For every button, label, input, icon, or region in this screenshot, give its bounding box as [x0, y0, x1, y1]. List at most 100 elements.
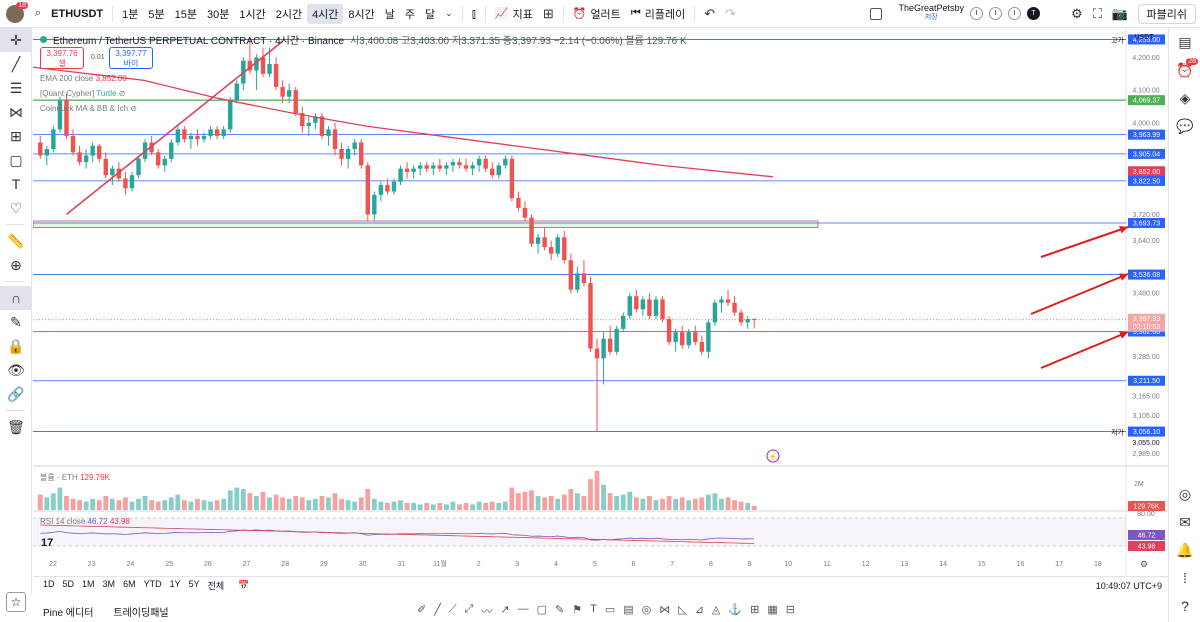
range-2[interactable]: 1M — [82, 579, 95, 589]
pine-editor-tab[interactable]: Pine 에디터 — [43, 607, 94, 619]
path-icon[interactable]: 〰 — [481, 606, 493, 618]
range-4[interactable]: 6M — [123, 579, 136, 589]
watchlist-icon[interactable]: ▤ — [1178, 33, 1192, 50]
line-icon[interactable]: ╱ — [434, 604, 441, 616]
buy-button[interactable]: 3,397.77 바이 — [109, 47, 153, 69]
shapes-icon[interactable]: ▢ — [9, 151, 23, 168]
text-icon[interactable]: T — [11, 176, 21, 192]
quick-button-1[interactable]: I — [970, 7, 983, 20]
alerts-button[interactable]: ⏰ 얼러트 — [568, 4, 626, 24]
symbol-search[interactable]: ETHUSDT — [51, 7, 104, 20]
search-icon[interactable]: ⌕ — [35, 7, 42, 19]
grid-dots-icon[interactable]: ⁞ — [1183, 570, 1187, 586]
callout-icon[interactable]: ▤ — [623, 604, 634, 616]
clock[interactable]: 10:49:07 UTC+9 — [1095, 580, 1162, 591]
timeframe-0[interactable]: 1분 — [122, 8, 139, 21]
timeframe-10[interactable]: 달 — [425, 8, 436, 21]
quick-button-3[interactable]: I — [1008, 7, 1021, 20]
chevron-down-icon[interactable]: ⌄ — [445, 8, 453, 18]
annotation-arrow[interactable] — [1030, 273, 1129, 315]
extended-line-icon[interactable]: ⤢ — [464, 603, 474, 615]
brush-icon[interactable]: ✐ — [417, 604, 427, 616]
fib-retracement-icon[interactable]: ☰ — [9, 79, 23, 96]
timeframe-4[interactable]: 1시간 — [239, 8, 266, 21]
calendar-icon[interactable]: 📅 — [238, 580, 250, 590]
layout-grid-icon[interactable]: ⊞ — [542, 5, 554, 21]
table-icon[interactable]: ▦ — [767, 604, 778, 616]
flag-icon[interactable]: ⚑ — [572, 604, 583, 616]
alarm-clock-icon[interactable]: ⏰ 28 — [1176, 58, 1198, 78]
range-1[interactable]: 5D — [62, 579, 75, 589]
publish-button[interactable]: 파블리쉬 — [1137, 4, 1196, 24]
ruler-icon[interactable]: 📏 — [7, 232, 25, 249]
trendline-icon[interactable]: ╱ — [11, 55, 21, 72]
annotation-arrow[interactable] — [1040, 331, 1129, 369]
pattern-icon[interactable]: ⋈ — [659, 604, 671, 616]
lock-drawing-icon[interactable]: ✎ — [10, 313, 22, 330]
eye-off-icon[interactable]: ⊘ — [130, 104, 137, 113]
event-icon[interactable] — [766, 449, 780, 463]
indicators-button[interactable]: 📈 지표 — [490, 4, 538, 24]
grid-icon[interactable]: ⊞ — [750, 604, 760, 616]
rect-icon[interactable]: ▢ — [536, 604, 547, 616]
indicator-coinduck[interactable]: Coinduck MA & BB & Ich ⊘ — [40, 104, 137, 113]
timeframe-2[interactable]: 15분 — [174, 8, 197, 21]
volume-legend[interactable]: 볼륨 · ETH 129.76K — [40, 472, 110, 483]
camera-icon[interactable]: 📷 — [1111, 6, 1128, 21]
text-icon[interactable]: T — [590, 603, 597, 615]
help-icon[interactable]: ? — [1181, 598, 1189, 614]
hline-icon[interactable]: — — [517, 603, 529, 615]
measure-icon[interactable]: ◬ — [711, 604, 721, 616]
trading-panel-tab[interactable]: 트레이딩패널 — [113, 607, 169, 619]
range-3[interactable]: 3M — [102, 579, 116, 589]
ema-200-line[interactable] — [32, 66, 774, 178]
indicator-ema[interactable]: EMA 200 close 3,852.00 — [40, 74, 127, 83]
trash-icon[interactable]: 🗑 — [7, 418, 25, 435]
forecast-icon[interactable]: ⊞ — [10, 127, 22, 144]
circle-icon[interactable]: ◎ — [641, 604, 652, 616]
range-7[interactable]: 5Y — [188, 579, 200, 589]
settings-gear-icon[interactable]: ⚙ — [1071, 6, 1083, 21]
range-8[interactable]: 전체 — [207, 581, 225, 591]
range-6[interactable]: 1Y — [169, 579, 181, 589]
zoom-in-icon[interactable]: ⊕ — [10, 256, 22, 273]
candle-type-icon[interactable]: ⫾ — [471, 5, 476, 21]
eye-icon[interactable]: 👁 — [7, 361, 25, 378]
quick-button-4[interactable]: T — [1027, 7, 1040, 20]
indicator-quant-cypher[interactable]: [Quant Cypher] Turtle ⊘ — [40, 89, 125, 98]
crosshair-icon[interactable]: ✛ — [0, 28, 32, 52]
quick-button-2[interactable]: I — [989, 7, 1002, 20]
magnet-icon[interactable]: ∩ — [0, 286, 32, 310]
symbol-title[interactable]: Ethereum / TetherUS PERPETUAL CONTRACT ·… — [53, 36, 345, 47]
redo-icon[interactable]: ↷ — [725, 5, 737, 21]
timeframe-9[interactable]: 주 — [404, 8, 416, 21]
pattern-icon[interactable]: ⋈ — [9, 103, 23, 120]
chart-canvas[interactable]: 4,255.00 4,069.37 3,963.99 3,905.04 3,852.00… — [32, 28, 1168, 576]
layers-icon[interactable]: ◈ — [1179, 89, 1191, 106]
range-5[interactable]: YTD — [143, 579, 162, 589]
anchor-icon[interactable]: ⚓ — [728, 604, 743, 616]
fib-icon[interactable]: ⊿ — [694, 604, 704, 616]
chart-area[interactable]: 4,255.00 4,069.37 3,963.99 3,905.04 3,852.00… — [32, 28, 1168, 576]
replay-button[interactable]: ⏮ 리플레이 — [626, 4, 690, 24]
arrow-icon[interactable]: ↗ — [500, 604, 510, 616]
ray-icon[interactable]: ⟋ — [448, 603, 457, 615]
timeframe-6[interactable]: 4시간 — [307, 3, 344, 24]
timeframe-7[interactable]: 8시간 — [348, 8, 375, 21]
ruler-icon[interactable]: ⊟ — [785, 604, 795, 616]
range-0[interactable]: 1D — [43, 579, 55, 589]
heart-icon[interactable]: ♡ — [9, 199, 23, 216]
star-icon[interactable]: ☆ — [6, 592, 26, 612]
undo-icon[interactable]: ↶ — [704, 5, 716, 21]
trend-line-drawing[interactable] — [65, 40, 284, 216]
chat-icon[interactable]: 💬 — [1176, 117, 1194, 134]
fullscreen-icon[interactable]: ⛶ — [1092, 6, 1102, 21]
layout-checkbox[interactable] — [870, 8, 882, 20]
sell-button[interactable]: 3,397.76 셀 — [40, 47, 84, 69]
bell-icon[interactable]: 🔔 — [1176, 541, 1194, 558]
timeframe-3[interactable]: 30분 — [206, 8, 230, 21]
triangle-icon[interactable]: ◺ — [678, 604, 687, 616]
annotation-arrow[interactable] — [1040, 226, 1129, 258]
timeframe-1[interactable]: 5분 — [148, 8, 165, 21]
layout-name[interactable]: TheGreatPetsby 저장 — [898, 4, 964, 22]
